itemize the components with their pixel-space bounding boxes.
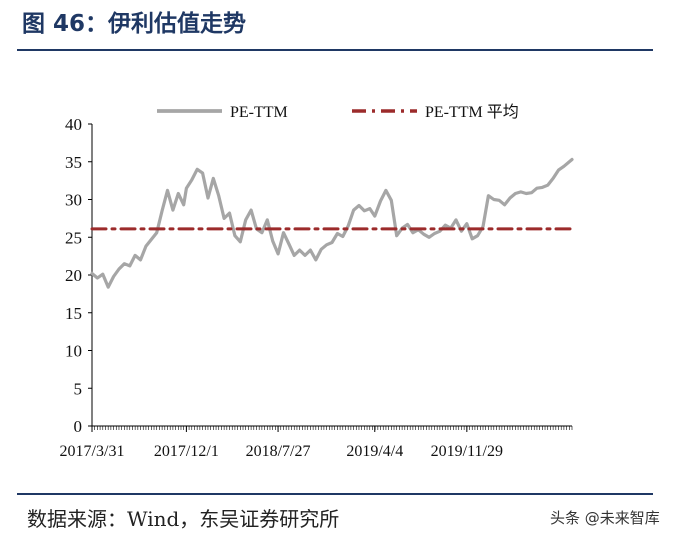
x-tick-label: 2019/11/29 (431, 443, 503, 460)
title-rule (17, 49, 653, 51)
y-tick-label: 25 (65, 228, 82, 247)
x-tick-label: 2017/12/1 (154, 443, 219, 460)
bottom-rule (17, 493, 653, 495)
series-line-pe-ttm (90, 157, 574, 289)
legend-label: PE-TTM (230, 104, 288, 121)
y-tick-label: 40 (65, 115, 82, 134)
x-tick-label: 2018/7/27 (246, 443, 311, 460)
figure-title: 图 46：伊利估值走势 (22, 11, 247, 37)
legend-label: PE-TTM 平均 (425, 103, 519, 121)
y-tick-label: 10 (65, 342, 82, 361)
y-tick-label: 20 (65, 266, 82, 285)
y-tick-label: 35 (65, 153, 82, 172)
watermark: 头条 @未来智库 (550, 509, 660, 527)
source-note: 数据来源：Wind，东吴证券研究所 (27, 507, 340, 531)
x-tick-label: 2019/4/4 (346, 443, 403, 460)
y-tick-label: 0 (74, 417, 83, 436)
y-tick-label: 30 (65, 191, 82, 210)
y-tick-label: 15 (65, 304, 82, 323)
y-tick-label: 5 (74, 379, 83, 398)
x-tick-label: 2017/3/31 (60, 443, 125, 460)
